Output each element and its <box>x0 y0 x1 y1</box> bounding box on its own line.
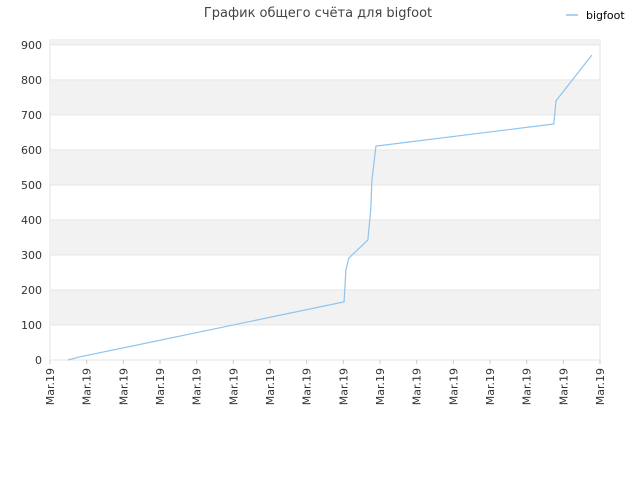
x-tick-label: Mar.19 <box>227 368 240 405</box>
y-tick-label: 0 <box>35 354 42 367</box>
chart-title: График общего счёта для bigfoot <box>204 6 432 21</box>
x-tick-label: Mar.19 <box>264 368 277 405</box>
x-tick-label: Mar.19 <box>81 368 94 405</box>
x-tick-label: Mar.19 <box>447 368 460 405</box>
x-tick-label: Mar.19 <box>337 368 350 405</box>
y-tick-label: 400 <box>21 214 42 227</box>
grid-band <box>50 289 600 325</box>
x-tick-label: Mar.19 <box>484 368 497 405</box>
grid-band <box>50 40 600 45</box>
y-tick-label: 100 <box>21 319 42 332</box>
x-tick-label: Mar.19 <box>411 368 424 405</box>
grid-band <box>50 79 600 115</box>
x-tick-label: Mar.19 <box>44 368 57 405</box>
y-tick-label: 200 <box>21 284 42 297</box>
x-tick-label: Mar.19 <box>191 368 204 405</box>
y-tick-label: 600 <box>21 144 42 157</box>
grid-band <box>50 219 600 255</box>
grid-band <box>50 149 600 185</box>
y-tick-label: 900 <box>21 39 42 52</box>
x-tick-label: Mar.19 <box>374 368 387 405</box>
x-tick-label: Mar.19 <box>154 368 167 405</box>
y-tick-label: 800 <box>21 74 42 87</box>
line <box>67 54 593 361</box>
y-tick-label: 500 <box>21 179 42 192</box>
x-tick-label: Mar.19 <box>301 368 314 405</box>
y-tick-label: 300 <box>21 249 42 262</box>
x-tick-label: Mar.19 <box>521 368 534 405</box>
y-tick-label: 700 <box>21 109 42 122</box>
legend-label: bigfoot <box>586 9 625 22</box>
x-tick-label: Mar.19 <box>557 368 570 405</box>
x-tick-label: Mar.19 <box>594 368 607 405</box>
x-tick-label: Mar.19 <box>117 368 130 405</box>
